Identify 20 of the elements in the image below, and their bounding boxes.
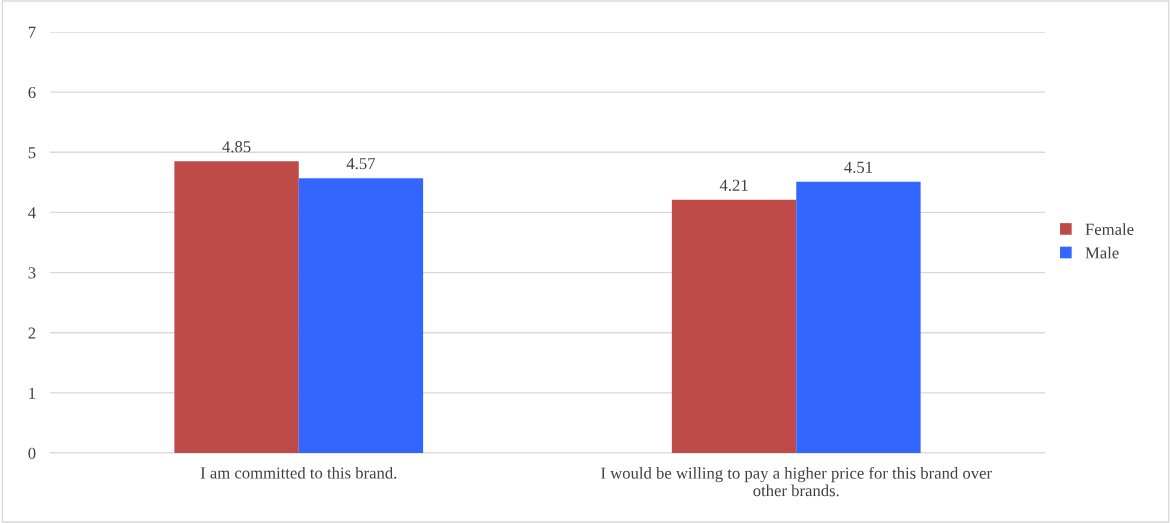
data-label: 4.85 — [222, 141, 251, 153]
bar — [796, 181, 921, 453]
x-tick-label: I am committed to this brand. — [200, 466, 397, 479]
y-tick-label: 7 — [28, 26, 36, 38]
y-tick-label: 5 — [28, 147, 36, 159]
bar — [671, 199, 797, 453]
data-label: 4.51 — [844, 161, 873, 173]
y-tick-label: 1 — [29, 387, 36, 399]
legend-label: Male — [1085, 246, 1119, 259]
legend-label: Female — [1085, 223, 1134, 235]
y-tick-label: 0 — [28, 447, 36, 459]
x-tick-label: I would be willing to pay a higher price for this brand over other brands. — [601, 466, 992, 497]
bar — [298, 178, 424, 453]
y-tick-label: 6 — [28, 86, 36, 99]
y-tick-label: 4 — [28, 207, 36, 219]
y-tick-label: 3 — [28, 267, 36, 279]
bar — [174, 161, 299, 453]
y-tick-label: 2 — [28, 327, 36, 339]
data-label: 4.21 — [719, 179, 748, 191]
data-label: 4.57 — [346, 158, 376, 170]
